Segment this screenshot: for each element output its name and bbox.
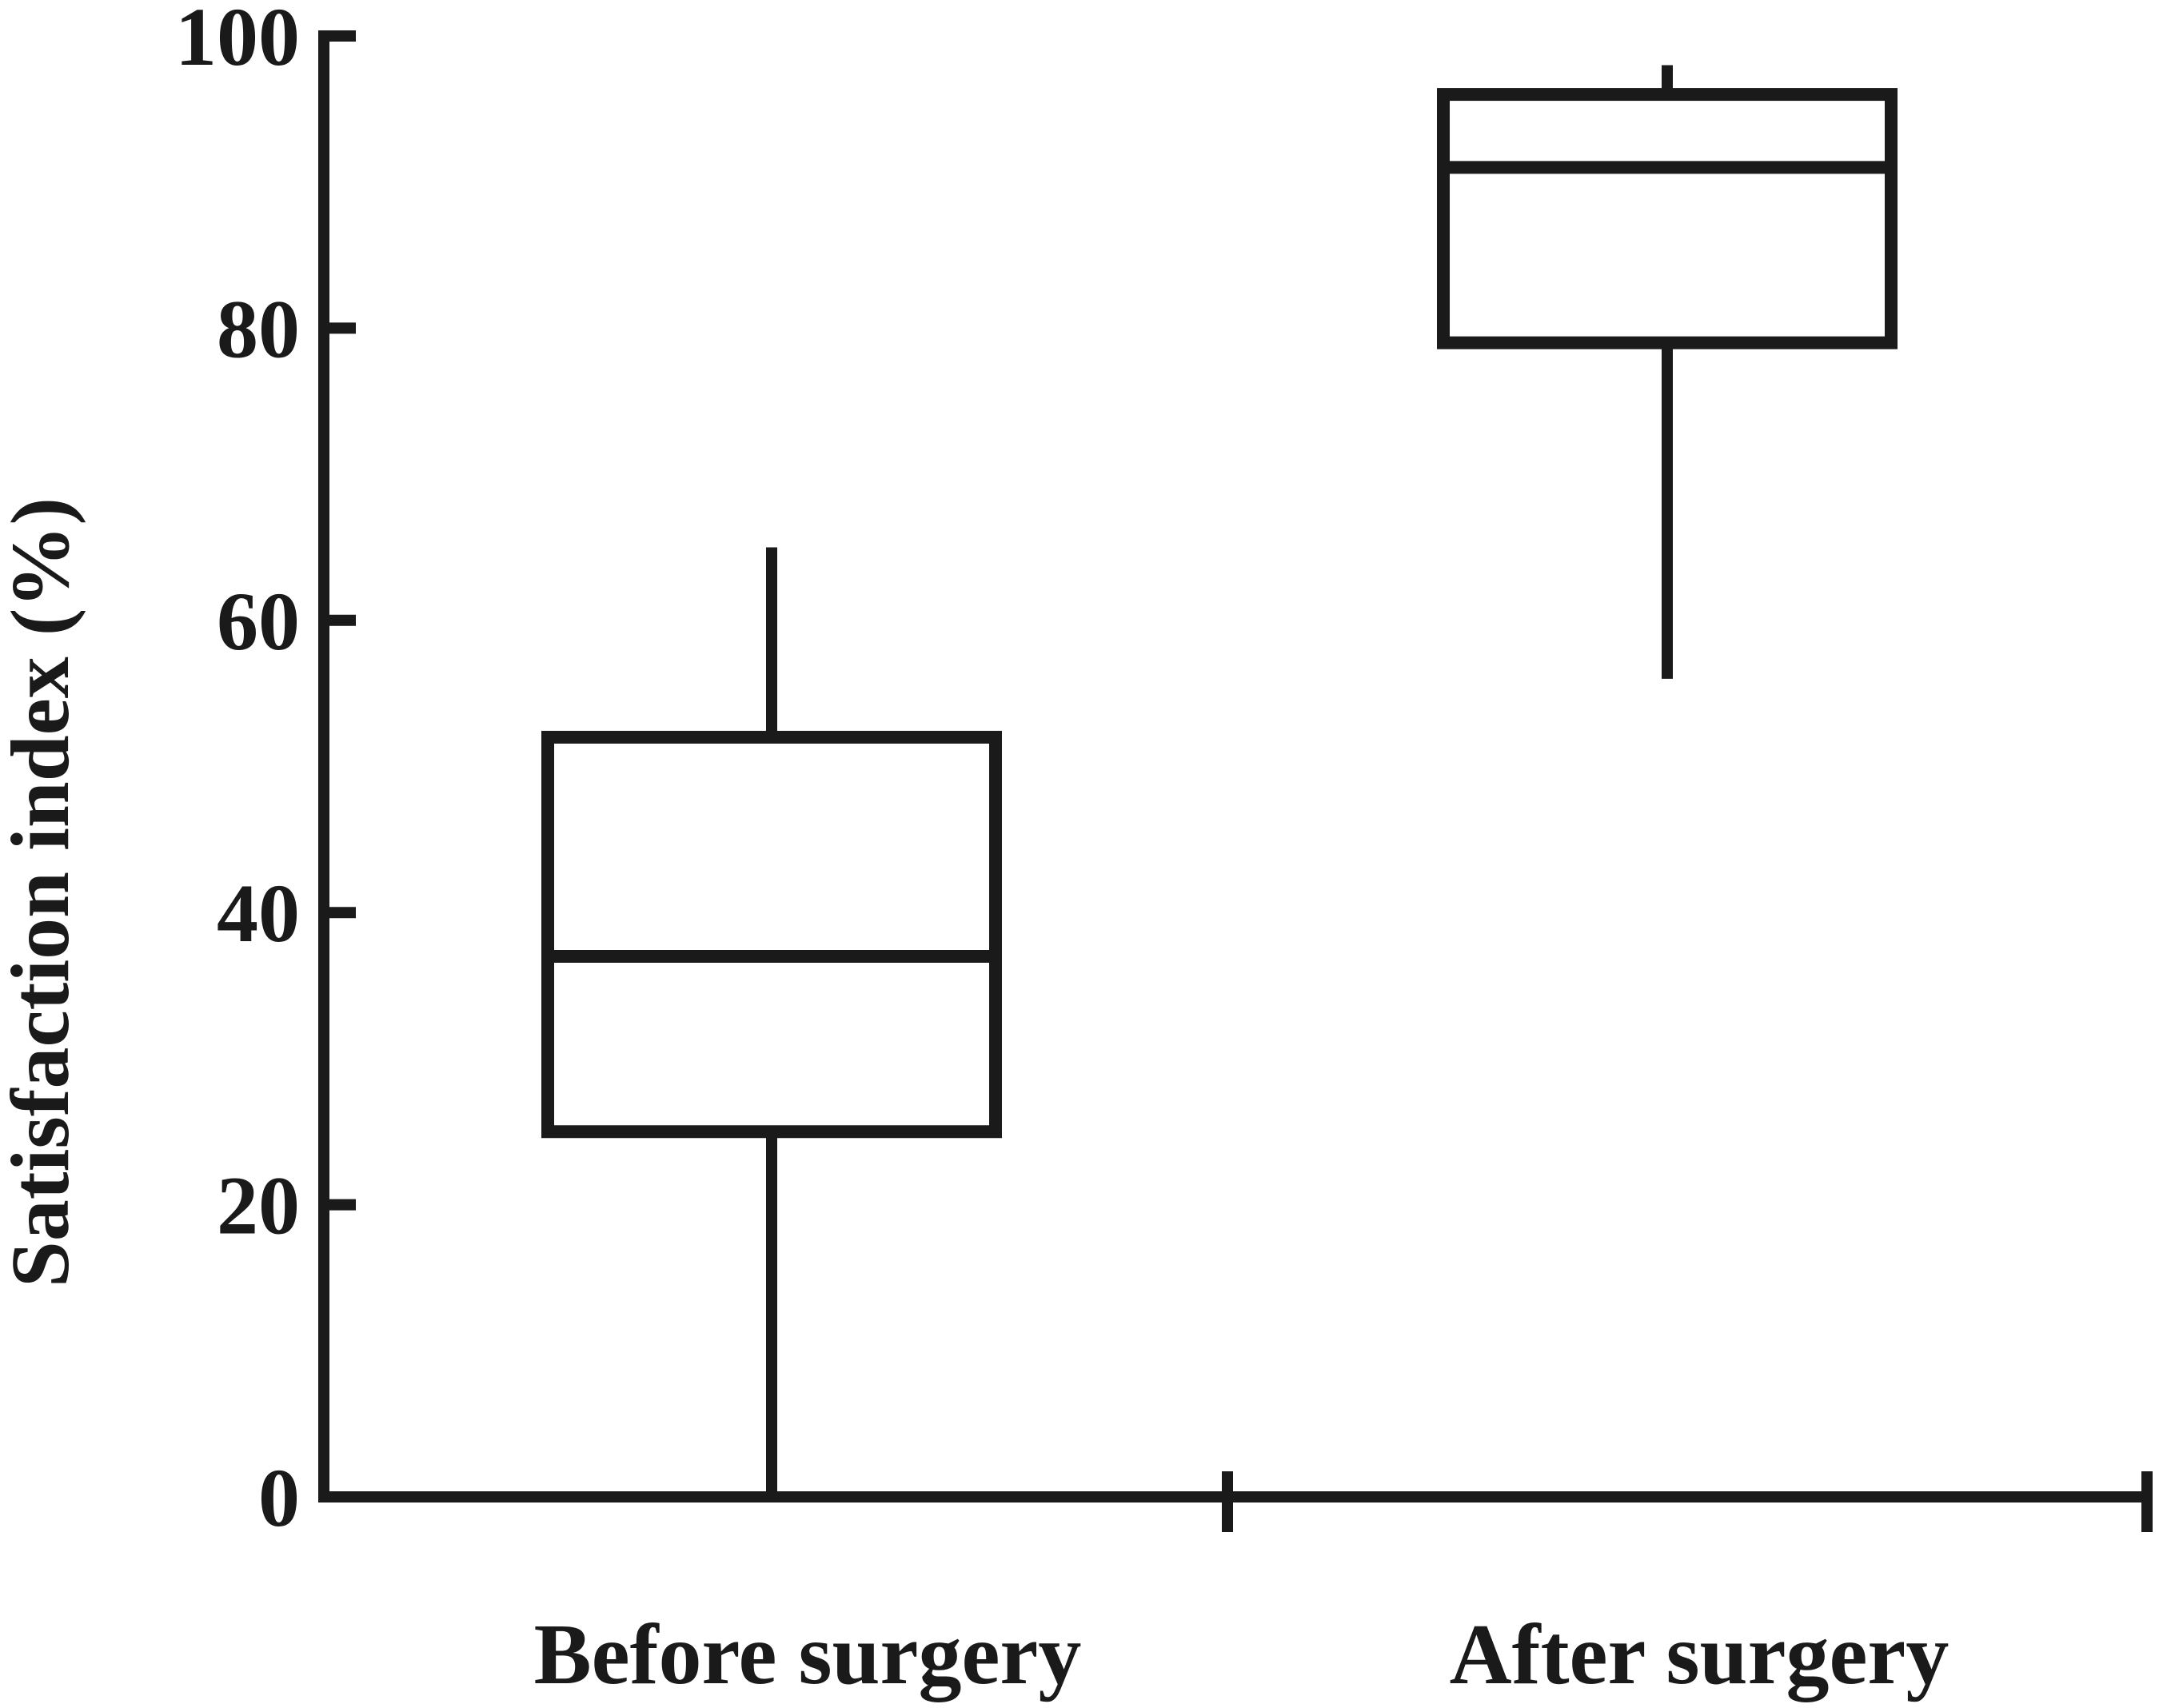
y-tick-label-20: 20 <box>217 1160 300 1252</box>
iqr-box-1 <box>541 730 1002 1139</box>
box-2 <box>1437 65 1898 679</box>
y-tick-label-0: 0 <box>258 1452 300 1544</box>
category-label-2: After surgery <box>1450 1607 1949 1702</box>
y-tick-label-80: 80 <box>217 283 300 375</box>
boxes-group <box>541 65 1898 1497</box>
y-axis-title: Satisfaction index (%) <box>0 497 86 1287</box>
box-1 <box>541 547 1002 1497</box>
y-tick-label-60: 60 <box>217 576 300 668</box>
category-label-1: Before surgery <box>534 1607 1082 1702</box>
y-axis-ticks: 0 20 40 60 80 100 <box>175 0 356 1544</box>
category-labels: Before surgery After surgery <box>534 1607 1949 1702</box>
iqr-box-2 <box>1437 88 1898 349</box>
y-tick-label-100: 100 <box>175 0 300 83</box>
y-tick-label-40: 40 <box>217 868 300 960</box>
